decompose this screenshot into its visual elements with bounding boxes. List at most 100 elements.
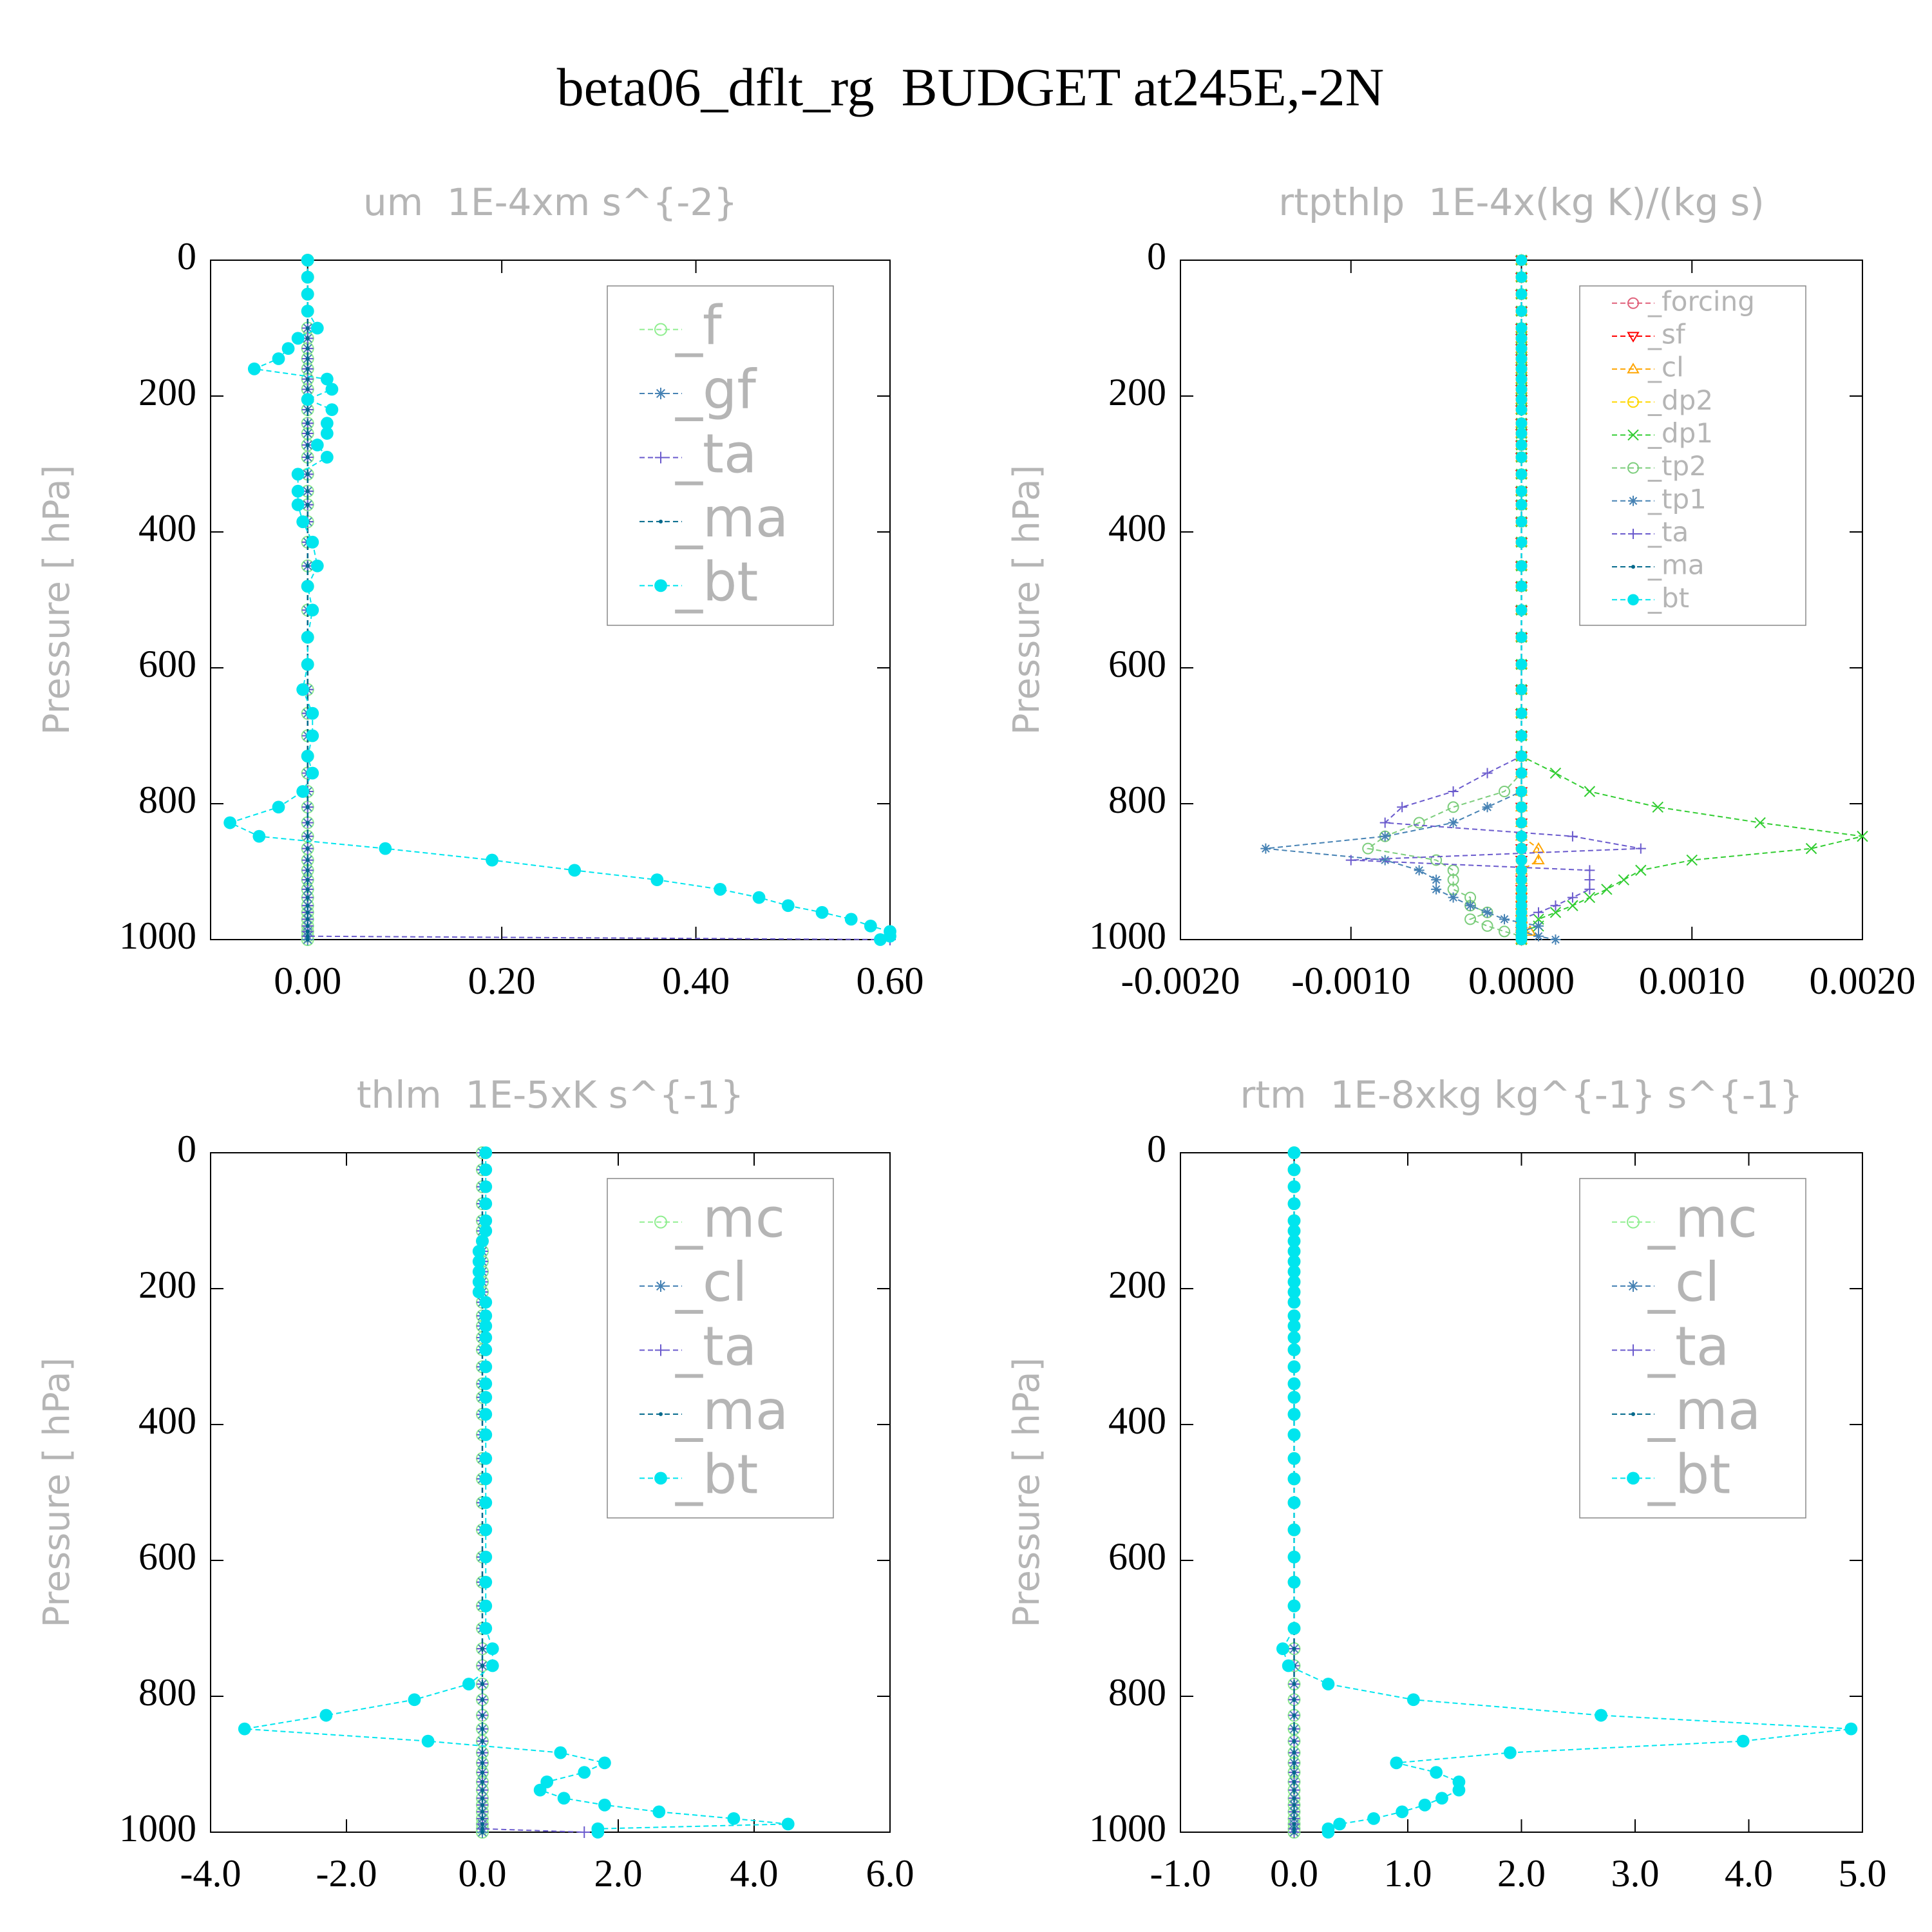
y-tick-label: 400 (1108, 507, 1166, 549)
marker (291, 332, 305, 345)
marker (305, 868, 310, 873)
marker (1754, 817, 1766, 829)
marker (1601, 884, 1613, 895)
marker (320, 417, 334, 430)
marker (1276, 1642, 1289, 1656)
marker (1584, 786, 1596, 797)
legend-label: _ma (1647, 549, 1705, 581)
figure-title: beta06_dflt_rg BUDGET at245E,-2N (557, 57, 1385, 117)
marker (479, 1224, 493, 1238)
marker (479, 1296, 493, 1309)
marker (1260, 843, 1271, 854)
marker (1448, 817, 1459, 828)
marker (1515, 516, 1528, 527)
marker (1292, 1739, 1296, 1743)
legend-label: _bt (675, 1443, 758, 1506)
marker (1515, 383, 1528, 395)
legend-marker (1628, 528, 1638, 539)
marker (479, 1472, 493, 1486)
legend-label: _gf (675, 358, 757, 421)
legend-marker (1627, 1215, 1640, 1229)
marker (1287, 1622, 1301, 1635)
marker (1321, 1826, 1335, 1839)
marker (1287, 1296, 1301, 1309)
marker (480, 1713, 484, 1718)
y-tick-label: 800 (1108, 779, 1166, 821)
marker (1464, 913, 1477, 925)
marker (1447, 801, 1459, 813)
marker (1447, 874, 1459, 886)
marker (1515, 750, 1528, 762)
y-tick-label: 1000 (119, 914, 196, 957)
marker (1533, 920, 1544, 931)
marker (1584, 875, 1595, 886)
marker (479, 1343, 493, 1356)
legend-marker (1627, 297, 1639, 309)
marker (1287, 1523, 1301, 1537)
marker (1287, 1496, 1301, 1510)
marker (752, 891, 766, 904)
marker (238, 1722, 251, 1736)
marker (305, 878, 310, 882)
y-tick-label: 400 (138, 1399, 196, 1442)
marker (1430, 1766, 1443, 1779)
marker (1515, 891, 1528, 904)
marker (1418, 1798, 1432, 1812)
y-tick-label: 400 (138, 507, 196, 549)
marker (476, 1235, 489, 1248)
marker (1515, 817, 1528, 829)
marker (598, 1756, 611, 1770)
marker (1465, 900, 1476, 911)
marker (301, 393, 314, 406)
marker (1287, 1360, 1301, 1374)
panel-title: rtm 1E-8xkg kg^{-1} s^{-1} (1240, 1073, 1803, 1117)
marker (306, 535, 319, 549)
marker (1482, 802, 1493, 813)
marker (1282, 1659, 1295, 1672)
marker (1515, 560, 1528, 572)
legend-label: _sf (1647, 318, 1686, 350)
marker (305, 502, 310, 507)
marker (272, 800, 285, 814)
x-tick-label: 0.40 (662, 960, 730, 1002)
marker (479, 1575, 493, 1589)
marker (310, 559, 324, 573)
marker (1287, 1255, 1301, 1268)
marker (1515, 499, 1528, 511)
marker (305, 377, 310, 381)
legend-marker (1631, 1412, 1635, 1416)
marker (305, 326, 310, 330)
marker (568, 864, 582, 877)
legend-marker (1627, 462, 1639, 474)
marker (305, 858, 310, 862)
marker (578, 1826, 591, 1838)
marker (1431, 875, 1442, 886)
y-axis-label: Pressure [ hPa] (36, 1358, 78, 1627)
marker (1287, 1428, 1301, 1441)
marker (1287, 1180, 1301, 1193)
marker (305, 904, 310, 908)
marker (305, 489, 310, 493)
marker (479, 1622, 493, 1635)
marker (1287, 1214, 1301, 1227)
marker (1515, 353, 1528, 365)
marker (479, 1452, 493, 1465)
legend-marker (1627, 594, 1639, 606)
marker (1287, 1265, 1301, 1278)
marker (1292, 1779, 1296, 1784)
marker (480, 1788, 484, 1792)
marker (1287, 1343, 1301, 1356)
marker (650, 873, 664, 887)
marker (1345, 855, 1356, 866)
marker (1287, 1452, 1301, 1465)
marker (1482, 907, 1493, 918)
marker (480, 1803, 484, 1807)
marker (1287, 1390, 1301, 1404)
marker (479, 1523, 493, 1537)
marker (479, 1180, 493, 1193)
marker (479, 1197, 493, 1211)
legend-label: _bt (1647, 1443, 1730, 1506)
marker (301, 658, 314, 671)
marker (479, 1163, 493, 1177)
